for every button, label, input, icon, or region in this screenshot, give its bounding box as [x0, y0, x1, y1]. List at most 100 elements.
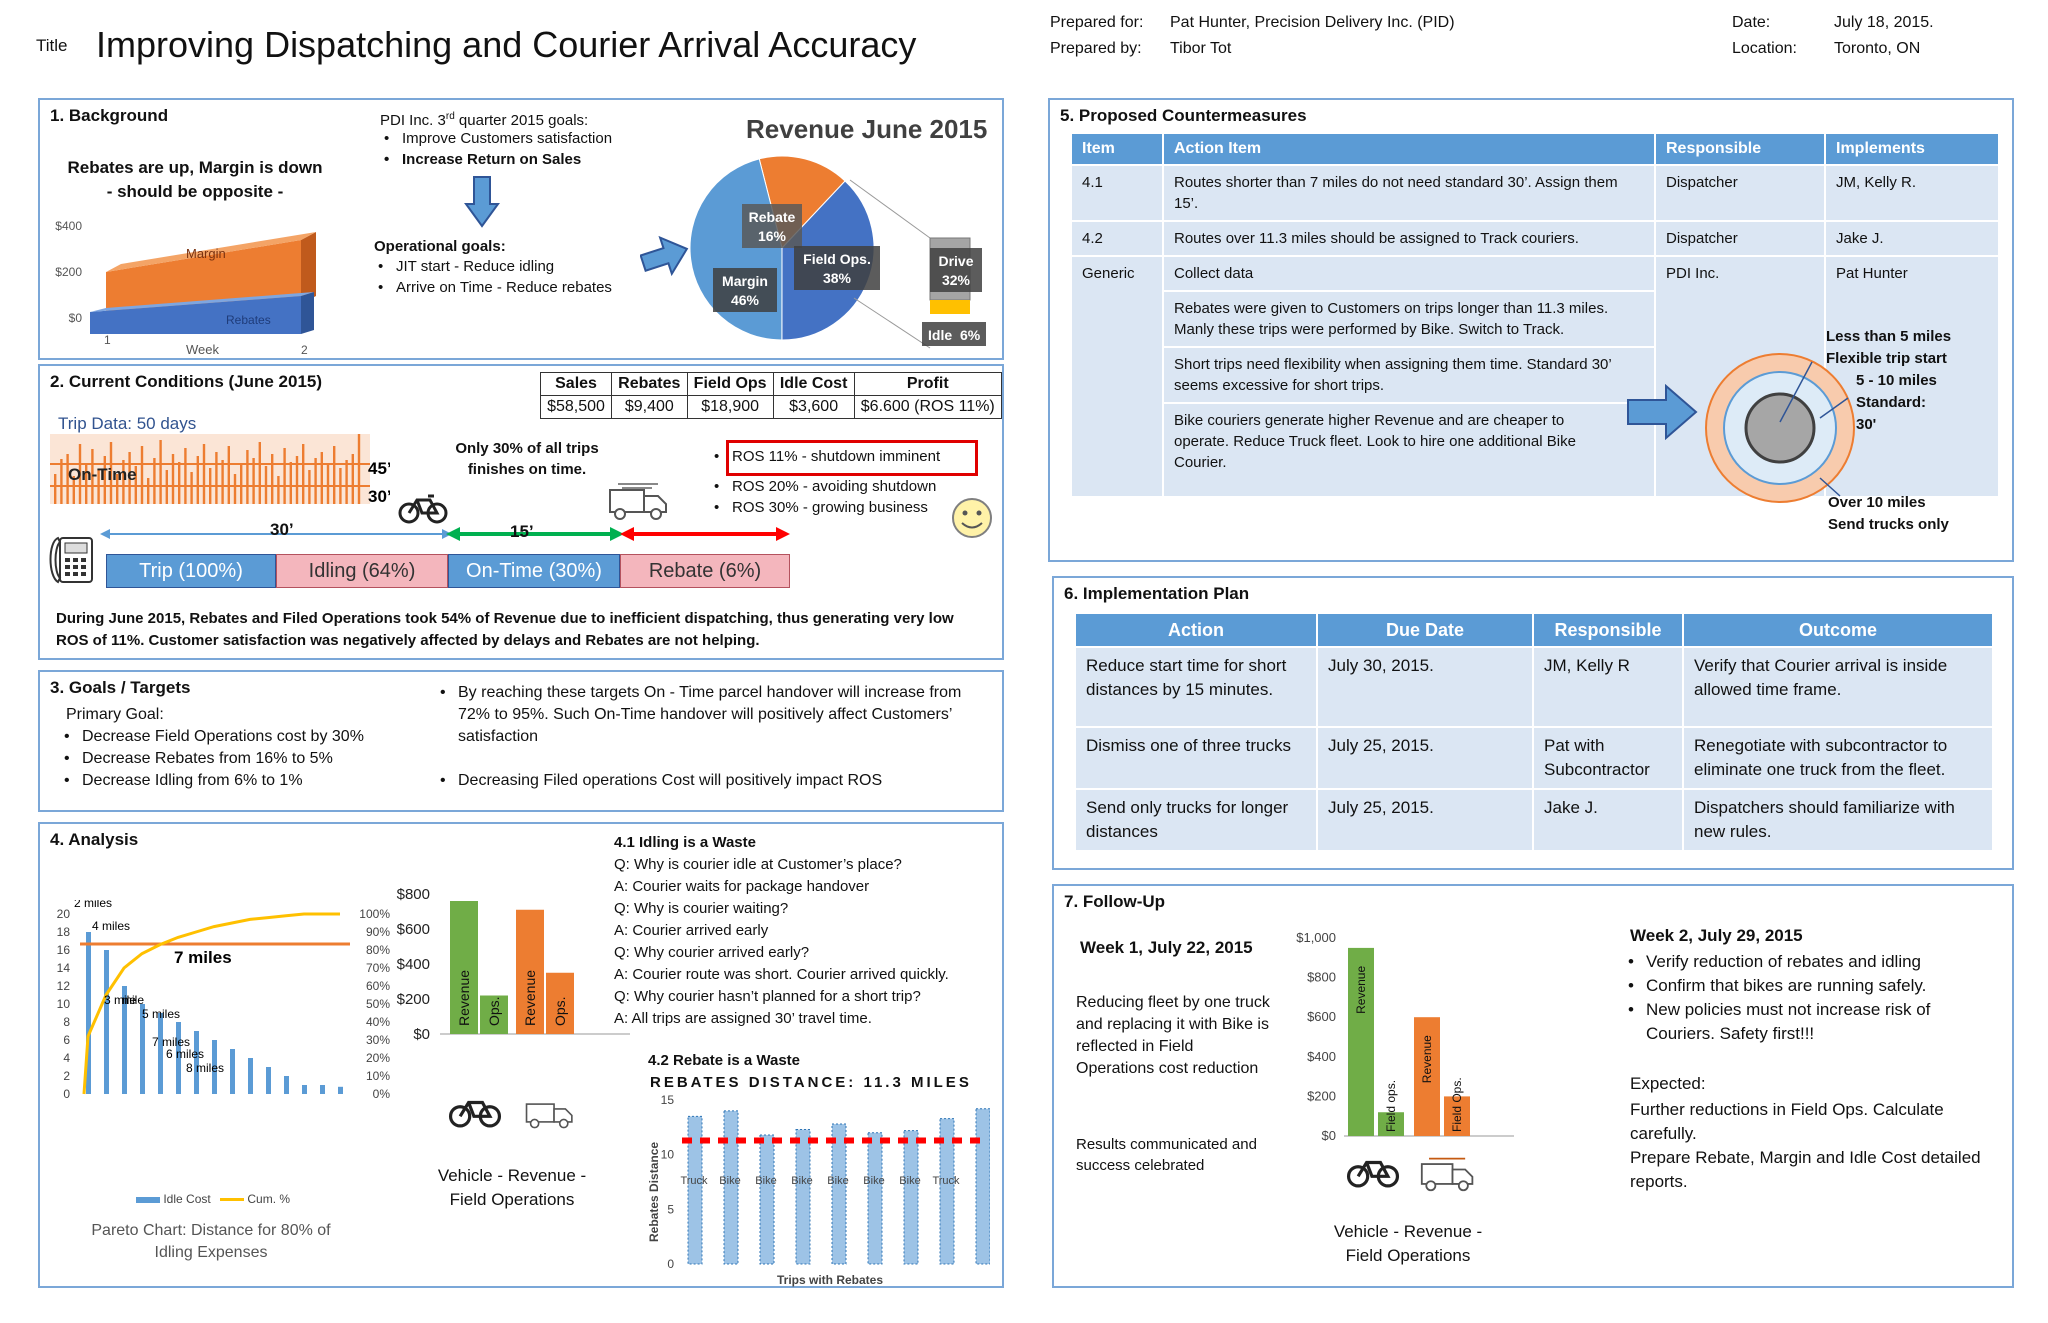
trip-bar [140, 446, 144, 504]
table-header: Idle Cost [772, 372, 855, 396]
svg-text:38%: 38% [823, 270, 852, 286]
pareto-bar [158, 1013, 163, 1094]
table-cell: Renegotiate with subcontractor to elimin… [1684, 728, 1992, 788]
week2-list: Verify reduction of rebates and idling C… [1624, 950, 1994, 1046]
goal-target: Decrease Rebates from 16% to 5% [60, 748, 440, 770]
y-tick: 4 [63, 1051, 70, 1065]
truck-icon [1420, 1157, 1474, 1192]
prepared-by: Tibor Tot [1170, 40, 1232, 57]
goal-item: Improve Customers satisfaction [380, 128, 680, 149]
timeline-arrows [100, 527, 790, 541]
rebate-xlabel: Trips with Rebates [777, 1273, 883, 1287]
y-tick: $0 [1322, 1128, 1336, 1143]
series-label-rebates: Rebates [226, 313, 271, 327]
financials-table: Sales Rebates Field Ops Idle Cost Profit… [539, 372, 1003, 419]
y-tick: $0 [69, 311, 83, 325]
trip-bar [215, 452, 218, 504]
y-tick: 10 [57, 997, 71, 1011]
y-tick: 2 [63, 1069, 70, 1083]
ros-item: ROS 20% - avoiding shutdown [710, 476, 990, 497]
right-arrow-icon [640, 235, 689, 277]
target-30: 30' [1856, 416, 1877, 433]
pareto-ann: 3 mile [104, 993, 136, 1007]
trip-bar [54, 474, 57, 504]
current-conditions-panel: 2. Current Conditions (June 2015) Sales … [38, 364, 1004, 660]
y-tick: 15 [661, 1093, 675, 1107]
location-label: Location: [1732, 40, 1797, 57]
week2-item: New policies must not increase risk of C… [1624, 998, 1994, 1046]
y-tick: 12 [57, 979, 71, 993]
op-goal-item: JIT start - Reduce idling [374, 256, 674, 277]
target-standard: Standard: [1856, 394, 1927, 411]
table-cell: Collect data [1164, 257, 1654, 290]
followup-bar [1414, 1017, 1440, 1136]
label-45: 45’ [368, 459, 390, 478]
y2-tick: 100% [359, 907, 390, 921]
rebate-bar-label: Bike [791, 1175, 812, 1187]
label-15-timeline: 15’ [510, 522, 534, 541]
table-cell: Dismiss one of three trucks [1076, 728, 1316, 788]
followup-bar [1348, 947, 1374, 1136]
pareto-bar [302, 1085, 307, 1094]
truck-icon [525, 1103, 573, 1129]
smiley-icon [952, 498, 992, 538]
table-row: Generic Collect data PDI Inc. Pat Hunter [1072, 257, 1998, 496]
trip-bar [85, 464, 88, 504]
pareto-ann: 2 miles [74, 900, 112, 910]
rebate-bar-label: Bike [827, 1175, 848, 1187]
impact-item: Decreasing Filed operations Cost will po… [436, 770, 976, 792]
qa-line: A: Courier waits for package handover [614, 878, 870, 895]
rebate-bar [975, 1108, 990, 1265]
y2-tick: 0% [373, 1087, 391, 1101]
table-cell: $9,400 [611, 395, 688, 419]
ros-item: ROS 11% - shutdown imminent [710, 446, 990, 467]
label-30: 30’ [368, 487, 390, 506]
trip-bar [184, 448, 187, 504]
trip-bar [66, 454, 69, 504]
series-label-margin: Margin [186, 246, 226, 261]
only-30-text: Only 30% of all trips finishes on time. [455, 440, 599, 478]
margin-rebates-chart: $400 $200 $0 Margin Rebates 1 2 Week [55, 219, 316, 357]
pareto-ann: 4 miles [92, 919, 130, 933]
week2-item: Confirm that bikes are running safely. [1624, 974, 1994, 998]
svg-text:6%: 6% [960, 327, 981, 343]
pareto-bar [212, 1040, 217, 1094]
vehicle-bar-label: Ops. [486, 996, 502, 1026]
followup-title: 7. Follow-Up [1064, 892, 1166, 911]
table-cell: July 30, 2015. [1318, 648, 1532, 726]
table-cell: JM, Kelly R [1534, 648, 1682, 726]
table-cell: Short trips need flexibility when assign… [1164, 348, 1654, 402]
y-tick: 5 [667, 1202, 674, 1216]
table-row: Short trips need flexibility when assign… [1072, 348, 1998, 402]
table-cell: 4.2 [1072, 222, 1162, 255]
rebate-bar-label: Bike [863, 1175, 884, 1187]
analysis-title: 4. Analysis [50, 830, 139, 849]
rebate-bar [759, 1134, 775, 1265]
svg-text:Idle: Idle [928, 327, 952, 343]
trip-data-chart: 45’ 30’ On-Time [50, 434, 390, 506]
rebate-bar [867, 1132, 883, 1265]
target-less-5: Less than 5 miles [1826, 328, 1952, 345]
followup-bar [1444, 1096, 1470, 1136]
pareto-ann: 7 miles [174, 948, 232, 967]
week1-text: Reducing fleet by one truck and replacin… [1076, 994, 1270, 1077]
down-arrow-icon [464, 176, 500, 228]
table-cell: $58,500 [539, 395, 613, 419]
rebate-waste-title: 4.2 Rebate is a Waste [648, 1052, 801, 1069]
current-summary: During June 2015, Rebates and Filed Oper… [56, 610, 954, 649]
rebate-bar [831, 1123, 847, 1265]
table-row: Dismiss one of three trucks July 25, 201… [1076, 728, 1992, 788]
y2-tick: 10% [366, 1069, 390, 1083]
analysis-panel: 4. Analysis 20 100% 18 90% 16 80% 14 70% 12 60% 10… [38, 822, 1004, 1288]
pie-label-rebate: Rebate 16% [742, 204, 802, 248]
y2-tick: 40% [366, 1015, 390, 1029]
y-tick: $600 [397, 921, 430, 938]
trip-bar [72, 476, 75, 504]
goal-target: Decrease Idling from 6% to 1% [60, 770, 440, 792]
rebates-area-side [301, 292, 314, 334]
rebates-area-top [90, 292, 314, 312]
date-label: Date: [1732, 14, 1771, 31]
pie-label-drive: Drive 32% [930, 248, 982, 292]
countermeasures-title: 5. Proposed Countermeasures [1060, 106, 1307, 125]
pareto-bar [86, 932, 91, 1094]
